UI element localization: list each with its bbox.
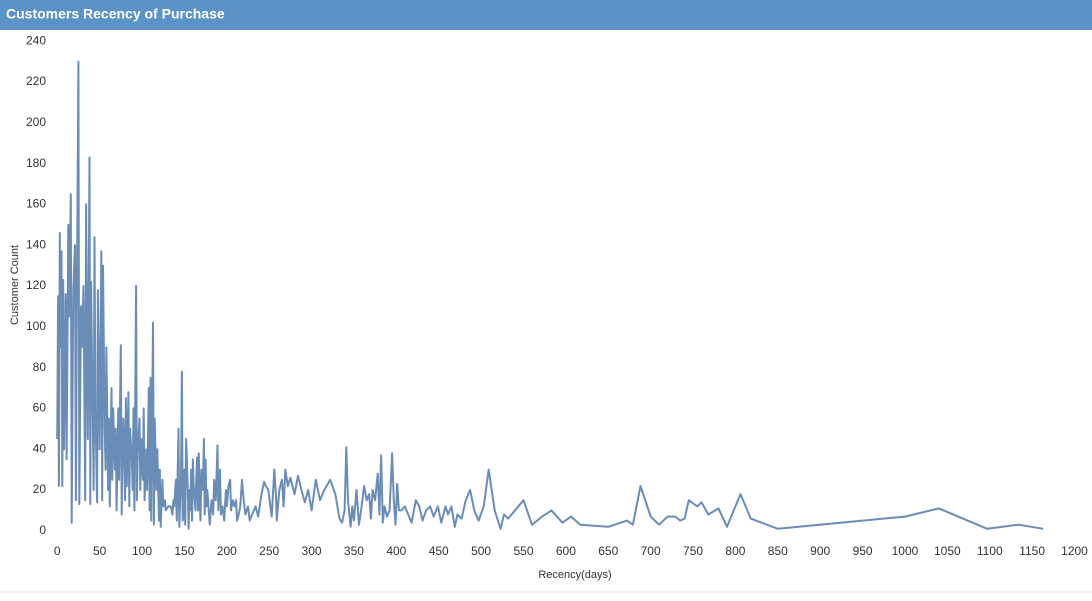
x-tick-label: 50 xyxy=(93,544,107,558)
y-tick-label: 40 xyxy=(33,441,47,455)
x-tick-label: 750 xyxy=(683,544,703,558)
x-tick-label: 900 xyxy=(810,544,830,558)
x-tick-label: 1200 xyxy=(1061,544,1088,558)
x-tick-label: 400 xyxy=(386,544,406,558)
y-tick-label: 240 xyxy=(26,33,46,47)
x-tick-label: 200 xyxy=(217,544,237,558)
y-tick-label: 120 xyxy=(26,278,46,292)
x-tick-label: 0 xyxy=(54,544,61,558)
x-tick-label: 700 xyxy=(641,544,661,558)
y-tick-label: 160 xyxy=(26,197,46,211)
x-axis-title: Recency(days) xyxy=(538,569,611,581)
x-tick-label: 300 xyxy=(302,544,322,558)
x-tick-label: 950 xyxy=(853,544,873,558)
x-tick-label: 250 xyxy=(259,544,279,558)
x-tick-label: 150 xyxy=(174,544,194,558)
x-tick-label: 600 xyxy=(556,544,576,558)
x-tick-label: 850 xyxy=(768,544,788,558)
x-tick-label: 1100 xyxy=(977,544,1003,558)
y-tick-label: 20 xyxy=(33,482,47,496)
y-tick-label: 80 xyxy=(33,360,47,374)
x-tick-label: 550 xyxy=(513,544,533,558)
y-tick-label: 100 xyxy=(26,319,46,333)
y-axis-title: Customer Count xyxy=(9,245,21,325)
x-tick-label: 500 xyxy=(471,544,491,558)
y-tick-label: 180 xyxy=(26,156,46,170)
x-tick-label: 1000 xyxy=(892,544,919,558)
y-tick-label: 140 xyxy=(26,237,46,251)
x-tick-label: 1050 xyxy=(934,544,961,558)
y-tick-label: 200 xyxy=(26,115,46,129)
y-tick-label: 0 xyxy=(39,523,46,537)
chart-title: Customers Recency of Purchase xyxy=(6,6,225,22)
data-line xyxy=(56,60,1044,530)
x-tick-label: 100 xyxy=(132,544,152,558)
x-tick-label: 650 xyxy=(598,544,618,558)
title-bar xyxy=(0,0,1092,30)
y-tick-label: 220 xyxy=(26,74,46,88)
x-tick-label: 450 xyxy=(429,544,449,558)
x-tick-label: 350 xyxy=(344,544,364,558)
y-tick-label: 60 xyxy=(33,401,47,415)
x-tick-label: 1150 xyxy=(1019,544,1045,558)
x-tick-label: 800 xyxy=(725,544,745,558)
